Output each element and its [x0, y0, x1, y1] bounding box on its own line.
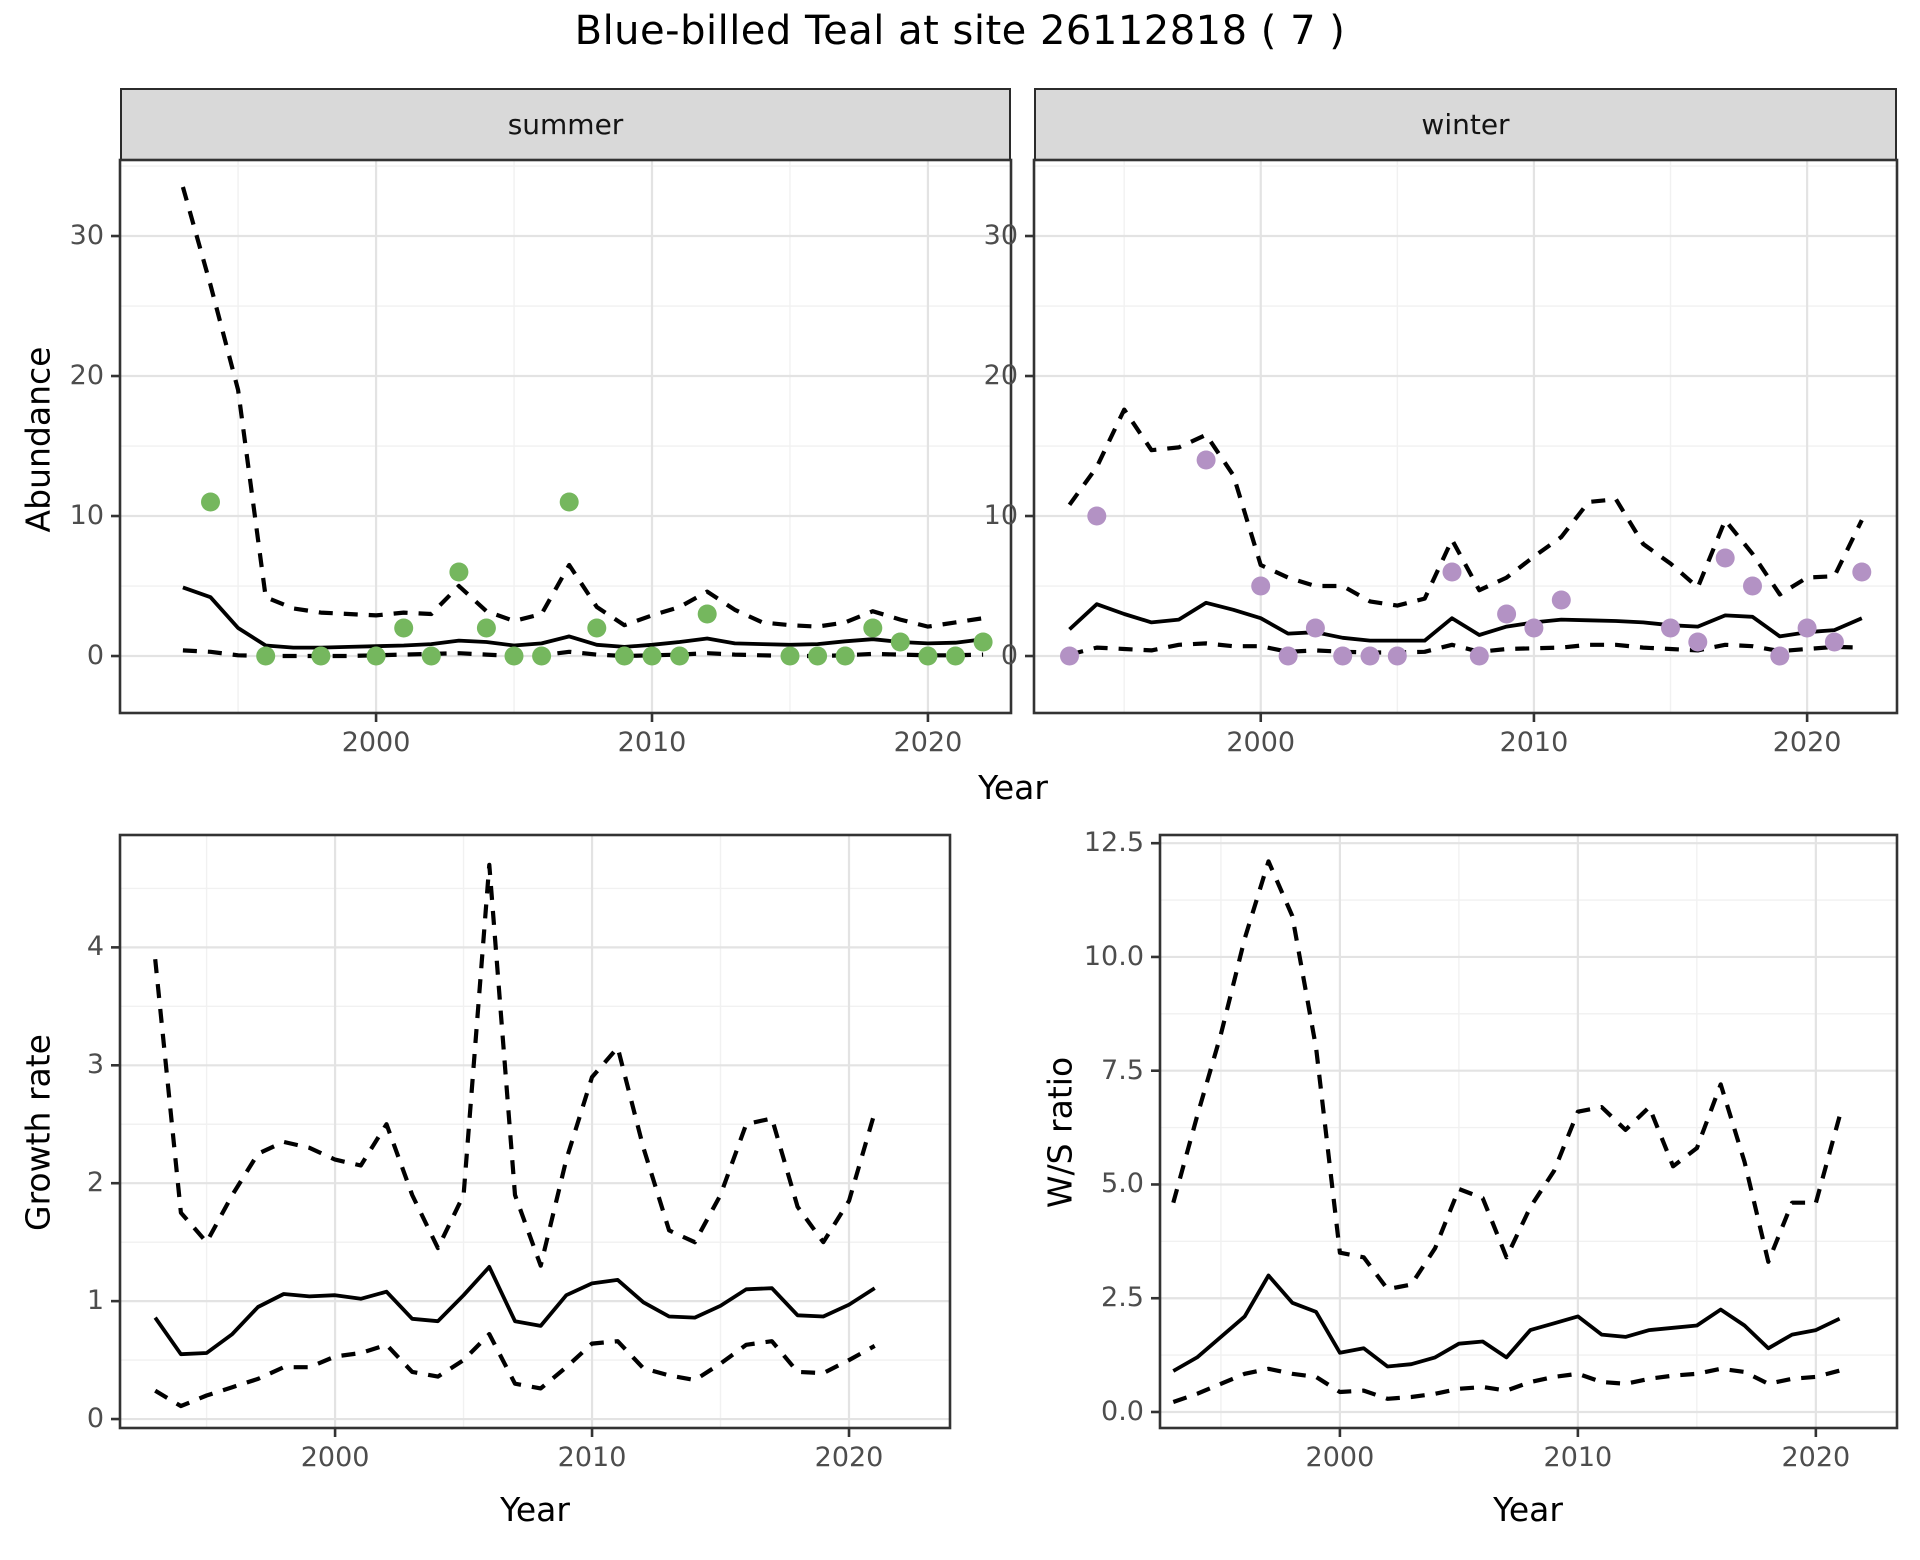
observed-counts-winter-point — [1060, 646, 1079, 666]
abundance-summer-lower_ci-line — [182, 648, 984, 659]
observed-counts-winter-point — [1661, 618, 1680, 638]
abundance-winter-y-tick-label: 20 — [983, 360, 1018, 392]
observed-counts-summer-point — [587, 618, 607, 638]
growth-rate-lower_ci-line — [154, 1332, 876, 1409]
observed-counts-summer-point — [366, 646, 386, 666]
growth-rate-x-tick-label: 2020 — [814, 1442, 884, 1473]
growth-rate-y-tick-label: 1 — [86, 1285, 104, 1317]
growth-rate-upper_ci-line — [153, 862, 877, 1268]
observed-counts-summer-point — [504, 646, 524, 666]
growth-rate-x-tick-label: 2010 — [557, 1442, 627, 1473]
ws-ratio-y-tick-label: 0.0 — [1101, 1395, 1144, 1427]
observed-counts-summer-point — [863, 618, 883, 638]
observed-counts-summer-point — [311, 646, 331, 666]
observed-counts-winter-point — [1387, 646, 1407, 666]
observed-counts-winter-point — [1797, 618, 1817, 638]
x-axis-title-year-top: Year — [978, 768, 1048, 807]
observed-counts-winter-point — [1524, 618, 1544, 638]
observed-counts-summer-point — [394, 618, 414, 638]
abundance-winter-x-tick-label: 2020 — [1772, 727, 1842, 758]
abundance-summer-y-tick-label: 30 — [69, 220, 104, 252]
observed-counts-winter-point — [1196, 450, 1216, 470]
abundance-summer-y-tick-label: 0 — [86, 640, 104, 672]
abundance-summer-y-tick-label: 10 — [69, 500, 104, 532]
observed-counts-summer-point — [532, 646, 552, 666]
observed-counts-winter-point — [1688, 632, 1708, 652]
growth-rate-y-tick-label: 3 — [86, 1049, 104, 1081]
ws-ratio-lower_ci-line — [1172, 1366, 1841, 1404]
page-title: Blue-billed Teal at site 26112818 ( 7 ) — [574, 8, 1346, 54]
observed-counts-summer-point — [780, 646, 800, 666]
observed-counts-summer-point — [670, 646, 690, 666]
observed-counts-winter-point — [1333, 646, 1353, 666]
observed-counts-winter-point — [1824, 632, 1844, 652]
observed-counts-winter-point — [1442, 562, 1462, 582]
observed-counts-winter-point — [1305, 618, 1325, 638]
abundance-summer-x-tick-label: 2010 — [617, 727, 687, 758]
ws-ratio-y-tick-label: 10.0 — [1083, 940, 1144, 972]
ws-ratio-y-tick-label: 7.5 — [1101, 1054, 1144, 1086]
observed-counts-winter-point — [1852, 562, 1872, 582]
observed-counts-summer-point — [421, 646, 441, 666]
observed-counts-summer-point — [890, 632, 910, 652]
ws-ratio-x-tick-label: 2000 — [1305, 1442, 1375, 1473]
observed-counts-winter-point — [1551, 590, 1571, 610]
ws-ratio-x-tick-label: 2010 — [1543, 1442, 1613, 1473]
abundance-winter-lower_ci-line — [1068, 641, 1862, 657]
x-axis-title-year-growth: Year — [500, 1490, 570, 1529]
abundance-winter-x-tick-label: 2010 — [1499, 727, 1569, 758]
ws-ratio-upper_ci-line — [1171, 859, 1842, 1292]
observed-counts-summer-point — [614, 646, 634, 666]
abundance-summer-mean-line — [182, 585, 984, 650]
observed-counts-winter-point — [1278, 646, 1298, 666]
observed-counts-summer-point — [476, 618, 496, 638]
abundance-winter-y-tick-label: 10 — [983, 500, 1018, 532]
observed-counts-summer-point — [697, 604, 717, 624]
observed-counts-summer-point — [808, 646, 828, 666]
observed-counts-winter-point — [1497, 604, 1517, 624]
observed-counts-summer-point — [559, 492, 579, 512]
observed-counts-winter-point — [1770, 646, 1790, 666]
abundance-winter-upper_ci-line — [1067, 407, 1864, 608]
abundance-summer-x-tick-label: 2000 — [341, 727, 411, 758]
observed-counts-summer-point — [449, 562, 469, 582]
ws-ratio-mean-line — [1172, 1273, 1841, 1373]
abundance-winter-mean-line — [1068, 600, 1863, 643]
observed-counts-winter-point — [1087, 506, 1107, 526]
growth-rate-y-tick-label: 0 — [86, 1403, 104, 1435]
abundance-winter-y-tick-label: 30 — [983, 220, 1018, 252]
observed-counts-summer-point — [201, 492, 220, 512]
facet-strip-winter: winter — [1034, 88, 1897, 161]
observed-counts-winter-point — [1251, 576, 1271, 596]
observed-counts-winter-point — [1360, 646, 1380, 666]
growth-rate-y-tick-label: 4 — [86, 931, 104, 963]
observed-counts-summer-point — [256, 646, 276, 666]
observed-counts-summer-point — [835, 646, 855, 666]
abundance-summer-x-tick-label: 2020 — [893, 727, 963, 758]
growth-rate-x-tick-label: 2000 — [300, 1442, 370, 1473]
growth-rate-y-tick-label: 2 — [86, 1167, 104, 1199]
ws-ratio-x-tick-label: 2020 — [1781, 1442, 1851, 1473]
growth-rate-mean-line — [153, 1265, 876, 1357]
facet-strip-summer: summer — [120, 88, 1011, 161]
x-axis-title-year-ws: Year — [1493, 1490, 1563, 1529]
facet-strip-summer-label: summer — [507, 108, 624, 141]
ws-ratio-y-tick-label: 2.5 — [1101, 1282, 1144, 1314]
observed-counts-summer-point — [642, 646, 662, 666]
observed-counts-winter-point — [1743, 576, 1762, 596]
facet-strip-winter-label: winter — [1421, 108, 1510, 141]
abundance-summer-y-tick-label: 20 — [69, 360, 104, 392]
ws-ratio-y-tick-label: 12.5 — [1083, 827, 1144, 859]
observed-counts-winter-point — [1715, 548, 1735, 568]
abundance-summer-upper_ci-line — [180, 186, 984, 629]
observed-counts-winter-point — [1469, 646, 1489, 666]
abundance-winter-y-tick-label: 0 — [1000, 640, 1018, 672]
abundance-winter-x-tick-label: 2000 — [1226, 727, 1296, 758]
ws-ratio-y-tick-label: 5.0 — [1101, 1168, 1144, 1200]
